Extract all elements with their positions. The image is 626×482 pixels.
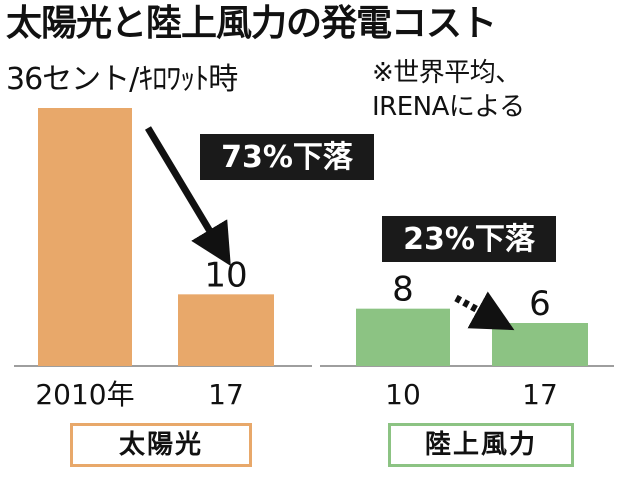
category-label-0-0: 2010年: [35, 378, 134, 411]
unit-label: 36セント/ｷﾛﾜｯﾄ時: [6, 62, 238, 97]
category-label-1-1: 17: [522, 378, 558, 411]
value-label-1-1: 6: [529, 284, 551, 324]
bar-0-1: [178, 294, 274, 366]
decline-text-0: 73%下落: [221, 140, 354, 175]
value-label-0-1: 10: [204, 255, 247, 295]
chart-title: 太陽光と陸上風力の発電コスト: [6, 3, 497, 44]
group-label-wind: 陸上風力: [388, 423, 574, 467]
bar-1-0: [356, 308, 450, 366]
decline-text-1: 23%下落: [403, 222, 536, 257]
bar-0-0: [38, 108, 132, 366]
decline-badge-0: [200, 134, 374, 180]
bar-1-1: [492, 323, 588, 366]
category-label-1-0: 10: [385, 378, 421, 411]
source-note: ※世界平均、 IRENAによる: [372, 58, 525, 122]
decline-arrow-1: [454, 291, 515, 331]
group-label-solar: 太陽光: [70, 423, 252, 467]
decline-badge-1: [382, 216, 556, 262]
value-label-1-0: 8: [392, 270, 414, 310]
category-label-0-1: 17: [208, 378, 244, 411]
decline-arrow-0: [144, 126, 231, 267]
